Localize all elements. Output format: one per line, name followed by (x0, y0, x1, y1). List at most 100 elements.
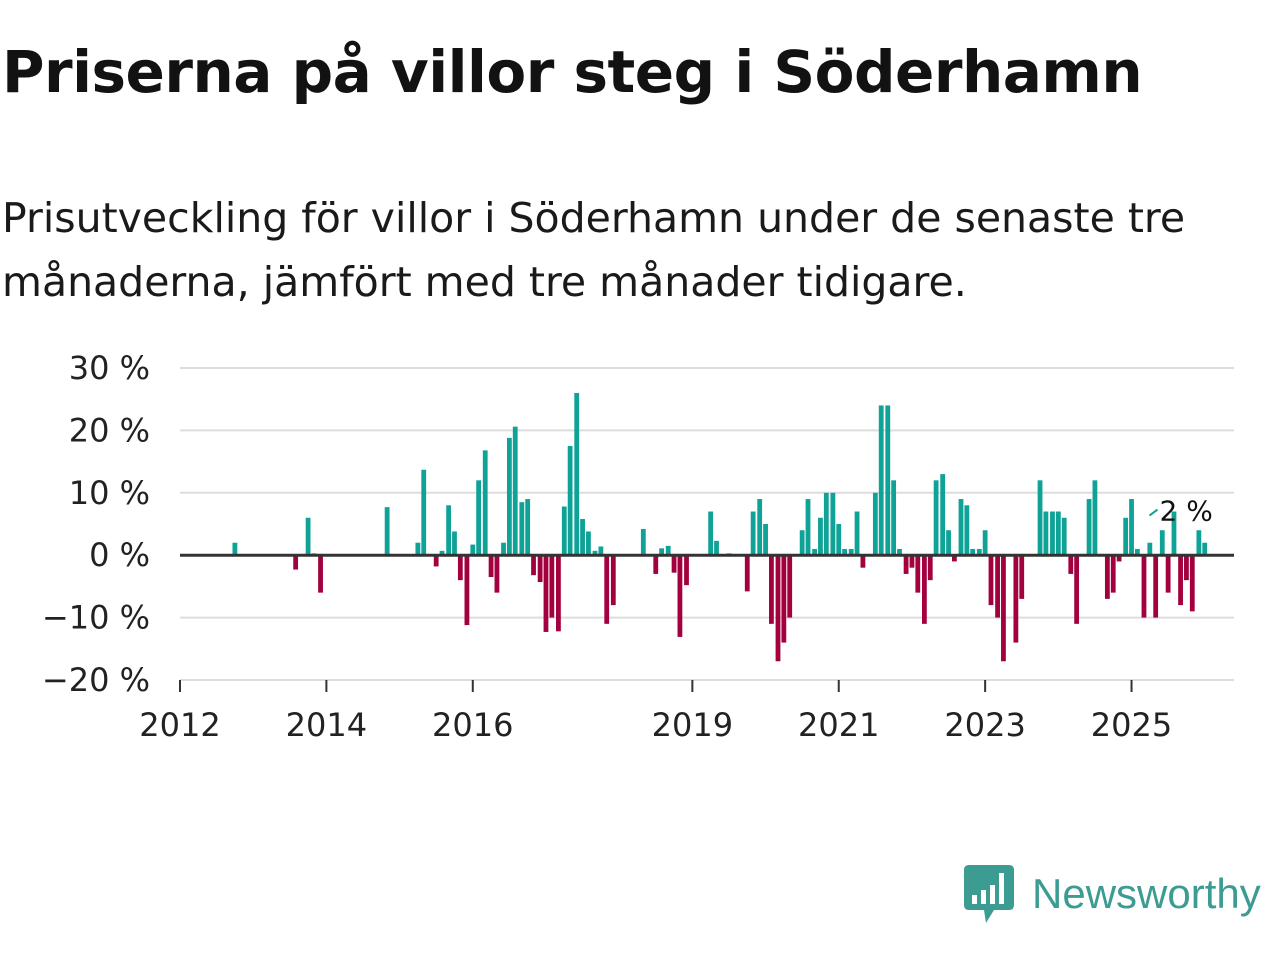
bar-negative (677, 555, 683, 637)
bar-positive (823, 492, 829, 556)
bar-positive (757, 499, 763, 556)
bar-negative (488, 555, 494, 578)
bar-positive (848, 548, 854, 556)
bar-positive (836, 524, 842, 556)
bar-negative (537, 555, 543, 583)
bar-negative (775, 555, 781, 662)
bar-negative (915, 555, 921, 593)
x-axis: 2012 2014 2016 2019 2021 2023 2025 (139, 680, 1172, 744)
bar-positive (940, 474, 946, 556)
bar-positive (1147, 542, 1153, 556)
bar-positive (946, 530, 951, 556)
bar-positive (415, 542, 421, 556)
x-tick-label: 2019 (652, 706, 733, 744)
bar-positive (421, 469, 427, 556)
bar-negative (769, 555, 774, 624)
bar-positive (872, 492, 878, 556)
y-tick-label: −20 % (42, 661, 150, 699)
bar-positive (598, 546, 604, 556)
bar-negative (1074, 555, 1080, 624)
bar-positive (842, 548, 848, 556)
bar-positive (512, 426, 518, 556)
bar-negative (610, 555, 616, 606)
bar-negative (1184, 555, 1189, 581)
bar-positive (1196, 530, 1202, 556)
bar-positive (452, 531, 457, 556)
y-axis-labels: 30 % 20 % 10 % 0 % −10 % −20 % (42, 349, 150, 699)
newsworthy-brand: Newsworthy (964, 864, 1261, 924)
bar-positive (1171, 511, 1177, 556)
bar-positive (958, 499, 964, 556)
bar-negative (781, 555, 787, 643)
bar-positive (476, 480, 482, 556)
bar-negative (744, 555, 750, 592)
bar-negative (1068, 555, 1074, 574)
chart-subtitle: Prisutveckling för villor i Söderhamn un… (2, 194, 1186, 306)
bar-negative (1116, 555, 1122, 562)
bar-positive (1134, 548, 1140, 556)
bar-positive (818, 517, 823, 556)
annotation-leader (1148, 508, 1159, 517)
bar-negative (604, 555, 610, 624)
bar-positive (525, 499, 531, 556)
bar-negative (1019, 555, 1025, 599)
bar-negative (1110, 555, 1116, 593)
bar-negative (653, 555, 659, 574)
bar-positive (574, 392, 580, 556)
bar-negative (433, 555, 439, 567)
bar-positive (561, 506, 567, 556)
grid-lines (180, 367, 1234, 681)
bar-positive (640, 528, 646, 556)
x-tick-label: 2016 (432, 706, 513, 744)
x-tick-label: 2023 (944, 706, 1025, 744)
bar-positive (446, 505, 452, 556)
x-tick-label: 2021 (798, 706, 879, 744)
bar-negative (1013, 555, 1019, 643)
bar-positive (885, 405, 891, 556)
bar-positive (763, 524, 768, 556)
bar-negative (1178, 555, 1183, 606)
bar-positive (592, 550, 598, 556)
bar-positive (470, 544, 476, 556)
bar-negative (549, 555, 555, 618)
bar-negative (318, 555, 323, 593)
bar-positive (482, 450, 488, 556)
bar-negative (1153, 555, 1159, 618)
bar-positive (1129, 499, 1134, 556)
bar-positive (586, 531, 591, 556)
bar-negative (1165, 555, 1171, 593)
bar-positive (659, 548, 665, 556)
bar-negative (860, 555, 866, 568)
y-tick-label: 0 % (89, 536, 150, 574)
bar-positive (878, 405, 884, 556)
brand-name: Newsworthy (1032, 870, 1261, 917)
bar-positive (891, 480, 897, 556)
bar-positive (970, 548, 976, 556)
bar-chart: 2012 2014 2016 2019 2021 2023 2025 30 % 20 % 10 … (42, 349, 1234, 744)
bar-positive (580, 519, 585, 556)
bar-positive (964, 505, 970, 556)
bar-positive (854, 511, 860, 556)
bar-negative (457, 555, 463, 581)
bar-negative (921, 555, 927, 624)
bar-positive (982, 530, 988, 556)
bar-negative (1001, 555, 1006, 662)
bar-positive (1092, 480, 1098, 556)
bar-positive (708, 511, 714, 556)
bar-negative (684, 555, 689, 586)
x-tick-label: 2012 (139, 706, 220, 744)
bar-positive (1202, 542, 1208, 556)
bar-positive (519, 502, 525, 556)
bar-negative (293, 555, 299, 570)
annotation-label: 2 % (1159, 495, 1212, 528)
chart-title: Priserna på villor steg i Söderhamn (2, 38, 1143, 106)
y-tick-label: 30 % (69, 349, 150, 387)
bar-positive (897, 548, 902, 556)
y-tick-label: 10 % (69, 474, 150, 512)
bar-positive (501, 542, 506, 556)
bar-negative (903, 555, 909, 574)
bar-negative (464, 555, 470, 626)
bar-negative (543, 555, 549, 632)
newsworthy-logo-icon (964, 865, 1014, 923)
bar-positive (1123, 517, 1129, 556)
